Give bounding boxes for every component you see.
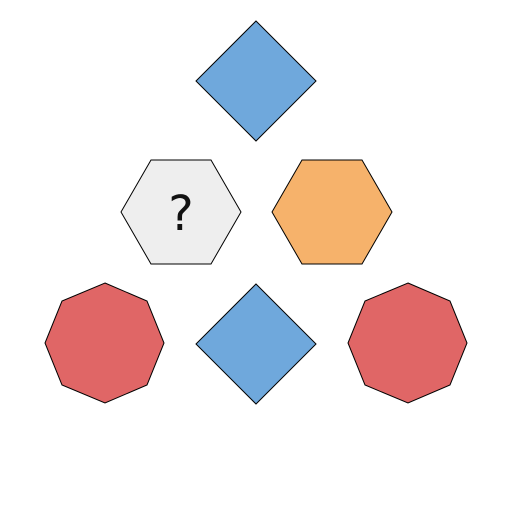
hexagon-shape [120, 159, 242, 265]
diamond-shape [195, 283, 317, 405]
tile-middle-right-hexagon [271, 159, 393, 265]
tile-answer-slot-hexagon[interactable]: ? [120, 159, 242, 265]
tile-bottom-right-octagon [347, 282, 468, 404]
octagon-shape [44, 282, 165, 404]
tile-top-diamond [195, 20, 317, 142]
question-mark-label: ? [168, 186, 193, 242]
tile-bottom-center-diamond [195, 283, 317, 405]
octagon-shape [347, 282, 468, 404]
diamond-shape [195, 20, 317, 142]
tile-bottom-left-octagon [44, 282, 165, 404]
hexagon-shape [271, 159, 393, 265]
